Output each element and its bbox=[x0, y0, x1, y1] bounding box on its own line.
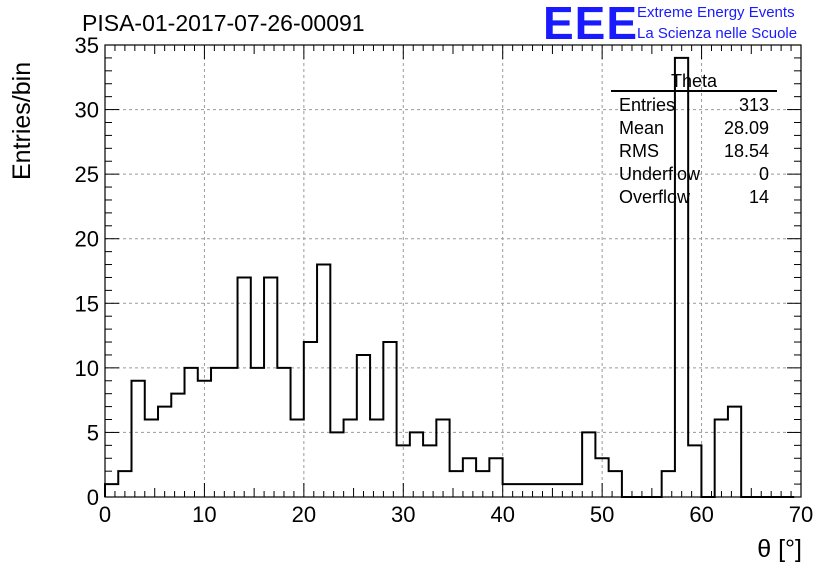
y-tick-label: 0 bbox=[87, 485, 99, 510]
y-tick-label: 20 bbox=[75, 227, 99, 252]
y-tick-label: 5 bbox=[87, 420, 99, 445]
y-tick-label: 15 bbox=[75, 291, 99, 316]
logo-subtitle-line-1: Extreme Energy Events bbox=[637, 4, 795, 21]
stats-row-mean: Mean 28.09 bbox=[611, 117, 777, 140]
x-tick-label: 20 bbox=[292, 502, 316, 527]
x-tick-label: 40 bbox=[490, 502, 514, 527]
y-tick-label: 25 bbox=[75, 162, 99, 187]
stats-label: Underflow bbox=[619, 164, 701, 184]
stats-box: Theta Entries 313 Mean 28.09 RMS 18.54 U… bbox=[611, 72, 777, 209]
stats-row-underflow: Underflow 0 bbox=[611, 163, 777, 186]
y-tick-label: 30 bbox=[75, 98, 99, 123]
stats-row-entries: Entries 313 bbox=[611, 94, 777, 117]
x-tick-label: 30 bbox=[391, 502, 415, 527]
stats-label: Overflow bbox=[619, 187, 691, 207]
stats-label: RMS bbox=[619, 141, 659, 161]
eee-logo: EEE bbox=[543, 0, 639, 49]
stats-title: Theta bbox=[670, 71, 718, 91]
x-tick-label: 10 bbox=[192, 502, 216, 527]
x-tick-label: 60 bbox=[689, 502, 713, 527]
x-axis-label: θ [°] bbox=[757, 535, 802, 563]
y-tick-label: 10 bbox=[75, 356, 99, 381]
stats-row-rms: RMS 18.54 bbox=[611, 140, 777, 163]
stats-divider bbox=[611, 90, 777, 92]
x-tick-label: 50 bbox=[590, 502, 614, 527]
stats-value: 313 bbox=[738, 95, 769, 115]
stats-label: Entries bbox=[619, 95, 676, 115]
y-tick-label: 35 bbox=[75, 33, 99, 58]
stats-value: 0 bbox=[758, 164, 769, 184]
y-axis-label: Entries/bin bbox=[8, 61, 36, 180]
logo-subtitle-line-2: La Scienza nelle Scuole bbox=[637, 25, 798, 42]
histogram-series-line bbox=[104, 56, 795, 498]
stats-label: Mean bbox=[619, 118, 665, 138]
x-tick-label: 70 bbox=[789, 502, 813, 527]
x-tick-label: 0 bbox=[99, 502, 111, 527]
stats-value: 18.54 bbox=[723, 141, 769, 161]
chart-title: PISA-01-2017-07-26-00091 bbox=[82, 10, 365, 36]
stats-value: 28.09 bbox=[723, 118, 769, 138]
stats-value: 14 bbox=[748, 187, 769, 207]
stats-row-overflow: Overflow 14 bbox=[611, 186, 777, 209]
